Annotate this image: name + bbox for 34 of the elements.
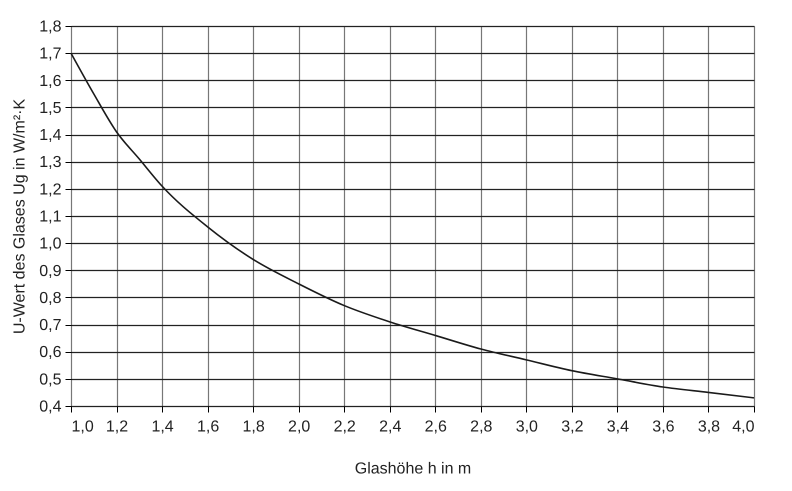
x-tick-label: 1,8 bbox=[242, 418, 265, 436]
y-tick-label: 0,7 bbox=[39, 317, 62, 334]
y-tick-label: 1,0 bbox=[39, 236, 62, 253]
y-tick-label: 1,5 bbox=[39, 100, 62, 117]
x-tick-label: 3,4 bbox=[606, 418, 630, 436]
x-tick-label: 3,8 bbox=[698, 418, 720, 436]
x-tick-label: 1,4 bbox=[151, 418, 174, 436]
x-tick-label: 2,2 bbox=[334, 418, 356, 436]
y-tick-label: 0,8 bbox=[39, 290, 62, 307]
x-tick-label: 1,6 bbox=[196, 418, 220, 436]
y-tick-label: 1,6 bbox=[39, 72, 62, 90]
y-tick-label: 0,9 bbox=[39, 262, 62, 280]
x-tick-label: 3,6 bbox=[652, 418, 675, 436]
y-tick-label: 1,1 bbox=[39, 208, 62, 226]
x-tick-label: 1,2 bbox=[106, 418, 128, 436]
x-tick-label: 2,0 bbox=[288, 418, 310, 436]
y-tick-label: 1,2 bbox=[39, 181, 62, 198]
x-tick-label: 4,0 bbox=[732, 418, 755, 436]
y-tick-label: 0,5 bbox=[39, 371, 62, 388]
y-axis-title: U-Wert des Glases Ug in W/m²·K bbox=[11, 98, 28, 334]
x-axis-title: Glashöhe h in m bbox=[354, 460, 472, 478]
x-tick-label: 2,6 bbox=[424, 418, 447, 436]
x-tick-label: 3,0 bbox=[516, 418, 538, 436]
y-tick-label: 1,8 bbox=[39, 18, 62, 36]
line-series bbox=[70, 52, 755, 399]
y-tick-label: 0,4 bbox=[39, 398, 62, 416]
y-tick-label: 1,3 bbox=[39, 154, 62, 172]
x-tick-label: 3,2 bbox=[561, 418, 584, 436]
y-tick-label: 0,6 bbox=[39, 344, 62, 362]
y-tick-label: 1,4 bbox=[39, 127, 62, 144]
x-tick-label: 2,4 bbox=[379, 418, 402, 436]
x-tick-label: 1,0 bbox=[72, 418, 94, 436]
y-tick-label: 1,7 bbox=[39, 46, 62, 63]
x-tick-label: 2,8 bbox=[470, 418, 493, 436]
